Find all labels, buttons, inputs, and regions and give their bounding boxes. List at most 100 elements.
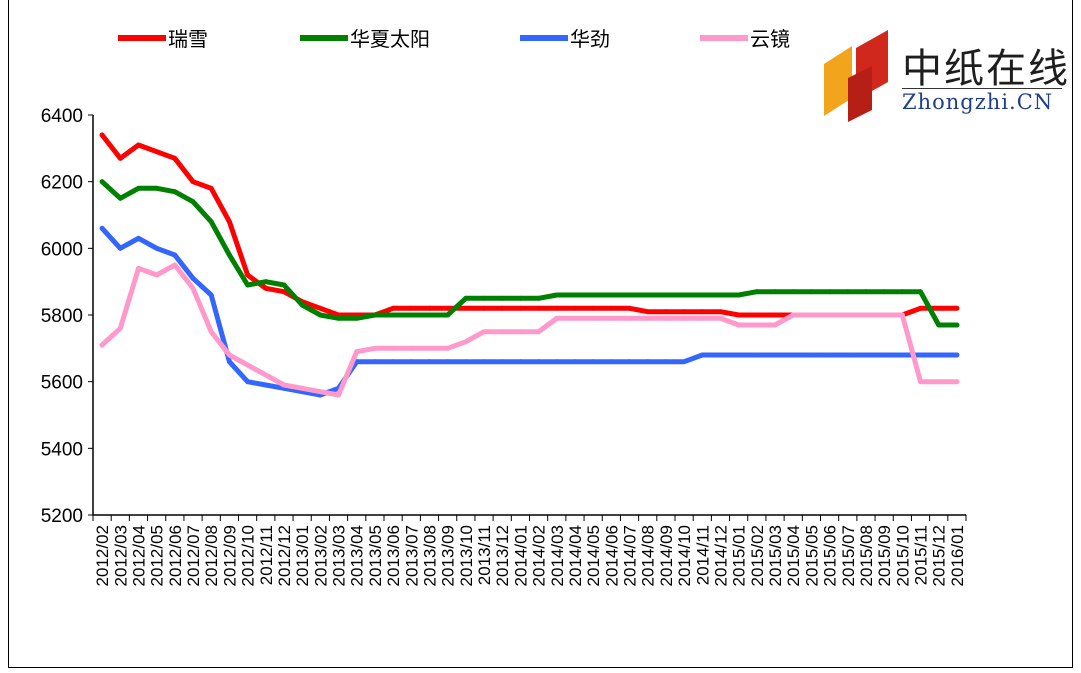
legend-label: 瑞雪 <box>168 27 208 51</box>
data-point <box>772 322 778 328</box>
data-point <box>881 289 887 295</box>
data-point <box>645 292 651 298</box>
data-point <box>154 185 160 191</box>
data-point <box>481 305 487 311</box>
x-tick-label: 2013/09 <box>439 525 458 586</box>
data-point <box>918 379 923 385</box>
y-axis: 5200 5400 5600 5800 6000 6200 6400 <box>41 106 94 527</box>
data-point <box>809 352 814 358</box>
data-point <box>245 272 250 278</box>
data-point <box>536 329 541 335</box>
data-point <box>645 359 651 365</box>
data-point <box>772 312 778 318</box>
legend: 瑞雪 华夏太阳 华劲 云镜 <box>118 27 790 51</box>
logo-orange-panel <box>824 46 852 116</box>
data-point <box>845 352 851 358</box>
data-point <box>245 362 250 368</box>
data-point <box>227 359 232 365</box>
x-tick-label: 2012/07 <box>184 525 203 586</box>
data-point <box>390 359 396 365</box>
data-point <box>699 315 705 321</box>
logo-divider <box>902 88 1062 89</box>
x-tick-label: 2015/12 <box>930 525 949 586</box>
logo-dark-red-panel <box>848 66 872 122</box>
data-point <box>936 322 942 328</box>
data-point <box>463 295 469 301</box>
legend-label: 华劲 <box>570 27 610 51</box>
x-tick-label: 2015/03 <box>766 525 785 586</box>
data-point <box>790 289 796 295</box>
data-point <box>263 372 269 378</box>
data-point <box>263 382 269 388</box>
data-point <box>390 305 396 311</box>
x-tick-label: 2015/06 <box>821 525 840 586</box>
data-point <box>663 292 669 298</box>
x-tick-label: 2012/04 <box>129 525 148 586</box>
data-point <box>190 199 196 205</box>
data-point <box>208 185 214 191</box>
x-tick-label: 2015/07 <box>839 525 858 586</box>
data-point <box>499 329 505 335</box>
data-point <box>845 312 851 318</box>
data-point <box>245 379 250 385</box>
data-point <box>136 235 141 241</box>
x-tick-label: 2014/03 <box>548 525 567 586</box>
legend-item-2: 华夏太阳 <box>300 27 430 51</box>
data-point <box>190 285 196 291</box>
data-point <box>518 329 523 335</box>
x-tick-label: 2014/05 <box>584 525 603 586</box>
data-point <box>536 359 541 365</box>
data-point <box>918 289 923 295</box>
data-point <box>390 312 396 318</box>
data-point <box>681 292 687 298</box>
x-tick-label: 2014/10 <box>675 525 694 586</box>
data-point <box>572 359 578 365</box>
x-tick-label: 2013/01 <box>293 525 312 586</box>
y-tick-label: 5600 <box>41 373 83 394</box>
data-point <box>936 352 942 358</box>
data-point <box>936 379 942 385</box>
legend-item-1: 瑞雪 <box>118 27 208 51</box>
data-point <box>117 325 123 331</box>
data-point <box>154 272 160 278</box>
data-point <box>354 315 360 321</box>
data-point <box>681 309 687 315</box>
logo-mark-icon <box>824 30 888 122</box>
data-point <box>718 315 723 321</box>
data-point <box>372 312 378 318</box>
x-tick-label: 2012/08 <box>202 525 221 586</box>
data-point <box>699 292 705 298</box>
data-point <box>208 219 214 225</box>
x-tick-label: 2014/07 <box>621 525 640 586</box>
data-point <box>736 292 742 298</box>
data-point <box>736 312 742 318</box>
data-point <box>627 305 632 311</box>
data-point <box>518 295 523 301</box>
x-tick-label: 2016/01 <box>948 525 967 586</box>
data-point <box>354 349 360 355</box>
data-point <box>408 312 414 318</box>
x-tick-label: 2013/02 <box>311 525 330 586</box>
logo-english-text: Zhongzhi.CN <box>902 90 1054 114</box>
data-point <box>827 312 832 318</box>
data-point <box>427 359 432 365</box>
x-tick-label: 2012/11 <box>257 525 276 585</box>
y-tick-label: 6200 <box>41 173 83 194</box>
series-line-3 <box>99 225 960 398</box>
data-point <box>681 315 687 321</box>
series-line-1 <box>99 132 960 318</box>
data-point <box>554 292 560 298</box>
data-point <box>172 252 178 258</box>
data-point <box>154 149 160 155</box>
data-point <box>372 345 378 351</box>
data-point <box>317 305 323 311</box>
data-point <box>408 345 414 351</box>
data-point <box>481 329 487 335</box>
x-tick-label: 2014/04 <box>566 525 585 586</box>
data-point <box>699 309 705 315</box>
data-point <box>336 392 341 398</box>
data-point <box>263 279 269 285</box>
x-tick-label: 2012/10 <box>239 525 258 586</box>
x-tick-label: 2013/04 <box>348 525 367 586</box>
